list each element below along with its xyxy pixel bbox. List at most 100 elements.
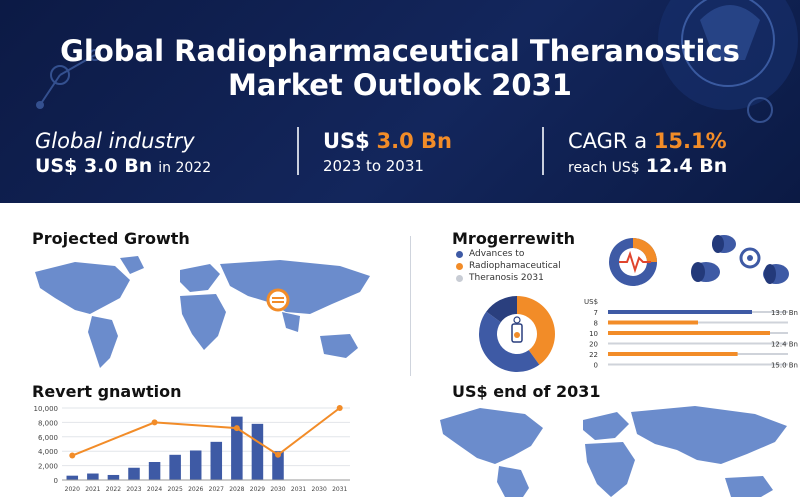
- legend-swatch: [456, 274, 463, 282]
- hbar-category-label: 20: [589, 341, 598, 349]
- stat-market-value: US$ 3.0 Bn 2023 to 2031: [323, 128, 452, 178]
- stat3-line2-value: 12.4 Bn: [645, 155, 728, 177]
- legend-item: Radiophamaceutical: [456, 260, 561, 272]
- line-point: [275, 451, 281, 458]
- section-title-right: Mrogerrewith: [452, 229, 576, 248]
- bar: [272, 451, 284, 480]
- section-title-projected-growth: Projected Growth: [32, 229, 190, 248]
- y-tick-label: 0: [54, 477, 58, 485]
- hbar-bar-orange: [608, 352, 738, 356]
- bar-line-chart: 10,000 8,000 6,000 4,000 2,000 0 2020 2021 2022 2…: [34, 405, 350, 493]
- capsule-icon: [763, 264, 789, 284]
- x-tick-label: 2021: [85, 486, 100, 493]
- x-tick-label: 2025: [168, 486, 183, 493]
- x-tick-label: 2022: [106, 486, 121, 493]
- stat1-suffix: in 2022: [158, 160, 212, 176]
- x-tick-label: 2031: [332, 486, 347, 493]
- hbar-category-label: 0: [594, 362, 598, 369]
- hbar-end-label: 13.0 Bn: [771, 309, 798, 317]
- capsule-icon: [712, 235, 736, 253]
- stat2-line2: 2023 to 2031: [323, 157, 424, 175]
- bar: [251, 423, 264, 480]
- hbar-end-label: 12.4 Bn: [771, 341, 798, 349]
- section-title-revert: Revert gnawtion: [32, 382, 182, 401]
- y-tick-label: 4,000: [38, 448, 58, 456]
- world-map-projected: [35, 256, 370, 368]
- bar: [66, 475, 79, 480]
- title-line-2: Market Outlook 2031: [228, 68, 572, 102]
- bar: [210, 441, 223, 480]
- hbar-bar-orange: [608, 331, 770, 335]
- legend-item: Advances to: [456, 248, 561, 260]
- hbar-unit-label: US$: [584, 298, 598, 306]
- y-tick-label: 6,000: [38, 434, 58, 442]
- heartbeat-gauge-icon: [609, 238, 657, 286]
- hbar-end-label: 15.0 Bn: [771, 362, 798, 369]
- line-point: [151, 419, 158, 426]
- stat3-line2-prefix: reach US$: [568, 160, 640, 176]
- stat3-value: 15.1%: [653, 129, 727, 153]
- legend-label: Radiophamaceutical: [469, 261, 561, 271]
- y-tick-label: 8,000: [38, 419, 58, 427]
- hbar-track: [608, 342, 788, 345]
- donut-slice: [517, 296, 555, 365]
- capsule-gear-icons: [691, 235, 789, 284]
- hbar-category-label: 8: [594, 320, 598, 328]
- trend-line: [71, 407, 341, 457]
- stat-cagr: CAGR a 15.1% reach US$ 12.4 Bn: [568, 128, 727, 180]
- stat2-value: 3.0 Bn: [376, 129, 452, 153]
- section-title-end-2031: US$ end of 2031: [452, 382, 601, 401]
- x-tick-label: 2030: [270, 486, 285, 493]
- radioactive-vial-icon: [511, 316, 523, 343]
- y-tick-label: 10,000: [34, 405, 59, 413]
- bar: [87, 473, 99, 480]
- hbar-category-label: 22: [589, 351, 598, 359]
- bar: [189, 450, 202, 480]
- stat1-value: US$ 3.0 Bn: [35, 155, 153, 177]
- x-tick-label: 2027: [209, 486, 224, 493]
- x-tick-label: 2028: [229, 486, 244, 493]
- header-decoration: [36, 0, 798, 123]
- donut-slice: [486, 296, 517, 323]
- legend: Advances to Radiophamaceutical Theranosi…: [456, 248, 561, 284]
- x-tick-label: 2029: [250, 486, 265, 493]
- x-tick-label: 2031: [291, 486, 306, 493]
- column-divider: [410, 236, 411, 376]
- horizontal-bar-chart: US$ 7 13.0 Bn 8 10 20 12.4 Bn 22 0 15.0 Bn: [584, 298, 798, 369]
- stat-global-industry: Global industry US$ 3.0 Bn in 2022: [35, 128, 211, 180]
- donut-chart: [479, 296, 555, 372]
- hbar-bar-orange: [608, 320, 698, 325]
- legend-swatch: [456, 250, 463, 258]
- hbar-bar-blue: [608, 310, 752, 314]
- legend-item: Theranosis 2031: [456, 272, 561, 284]
- bar: [231, 416, 243, 480]
- hbar-track: [608, 363, 788, 366]
- legend-label: Theranosis 2031: [469, 273, 544, 283]
- x-tick-label: 2020: [65, 486, 80, 493]
- bar: [107, 474, 120, 480]
- capsule-icon: [691, 262, 720, 282]
- line-point: [233, 425, 240, 432]
- bar: [128, 467, 140, 480]
- x-tick-label: 2023: [126, 486, 141, 493]
- x-tick-label: 2030: [312, 486, 327, 493]
- header-banner: Global Radiopharmaceutical Theranostics …: [0, 0, 800, 203]
- x-tick-label: 2024: [147, 486, 162, 493]
- stat2-prefix: US$: [323, 129, 370, 153]
- world-map-2031: [440, 406, 787, 497]
- donut-slice: [479, 311, 540, 372]
- y-tick-label: 2,000: [38, 463, 58, 471]
- bar: [169, 454, 181, 480]
- line-point: [336, 405, 343, 411]
- hbar-category-label: 10: [589, 330, 598, 338]
- page-title: Global Radiopharmaceutical Theranostics …: [0, 34, 800, 102]
- x-tick-label: 2026: [188, 486, 203, 493]
- line-point: [69, 452, 76, 459]
- hbar-category-label: 7: [594, 309, 598, 317]
- stat1-line1: Global industry: [35, 129, 195, 153]
- stat-separator: [542, 127, 544, 175]
- gear-icon: [739, 247, 761, 269]
- bar: [148, 462, 161, 480]
- legend-label: Advances to: [469, 249, 525, 259]
- title-line-1: Global Radiopharmaceutical Theranostics: [60, 34, 740, 68]
